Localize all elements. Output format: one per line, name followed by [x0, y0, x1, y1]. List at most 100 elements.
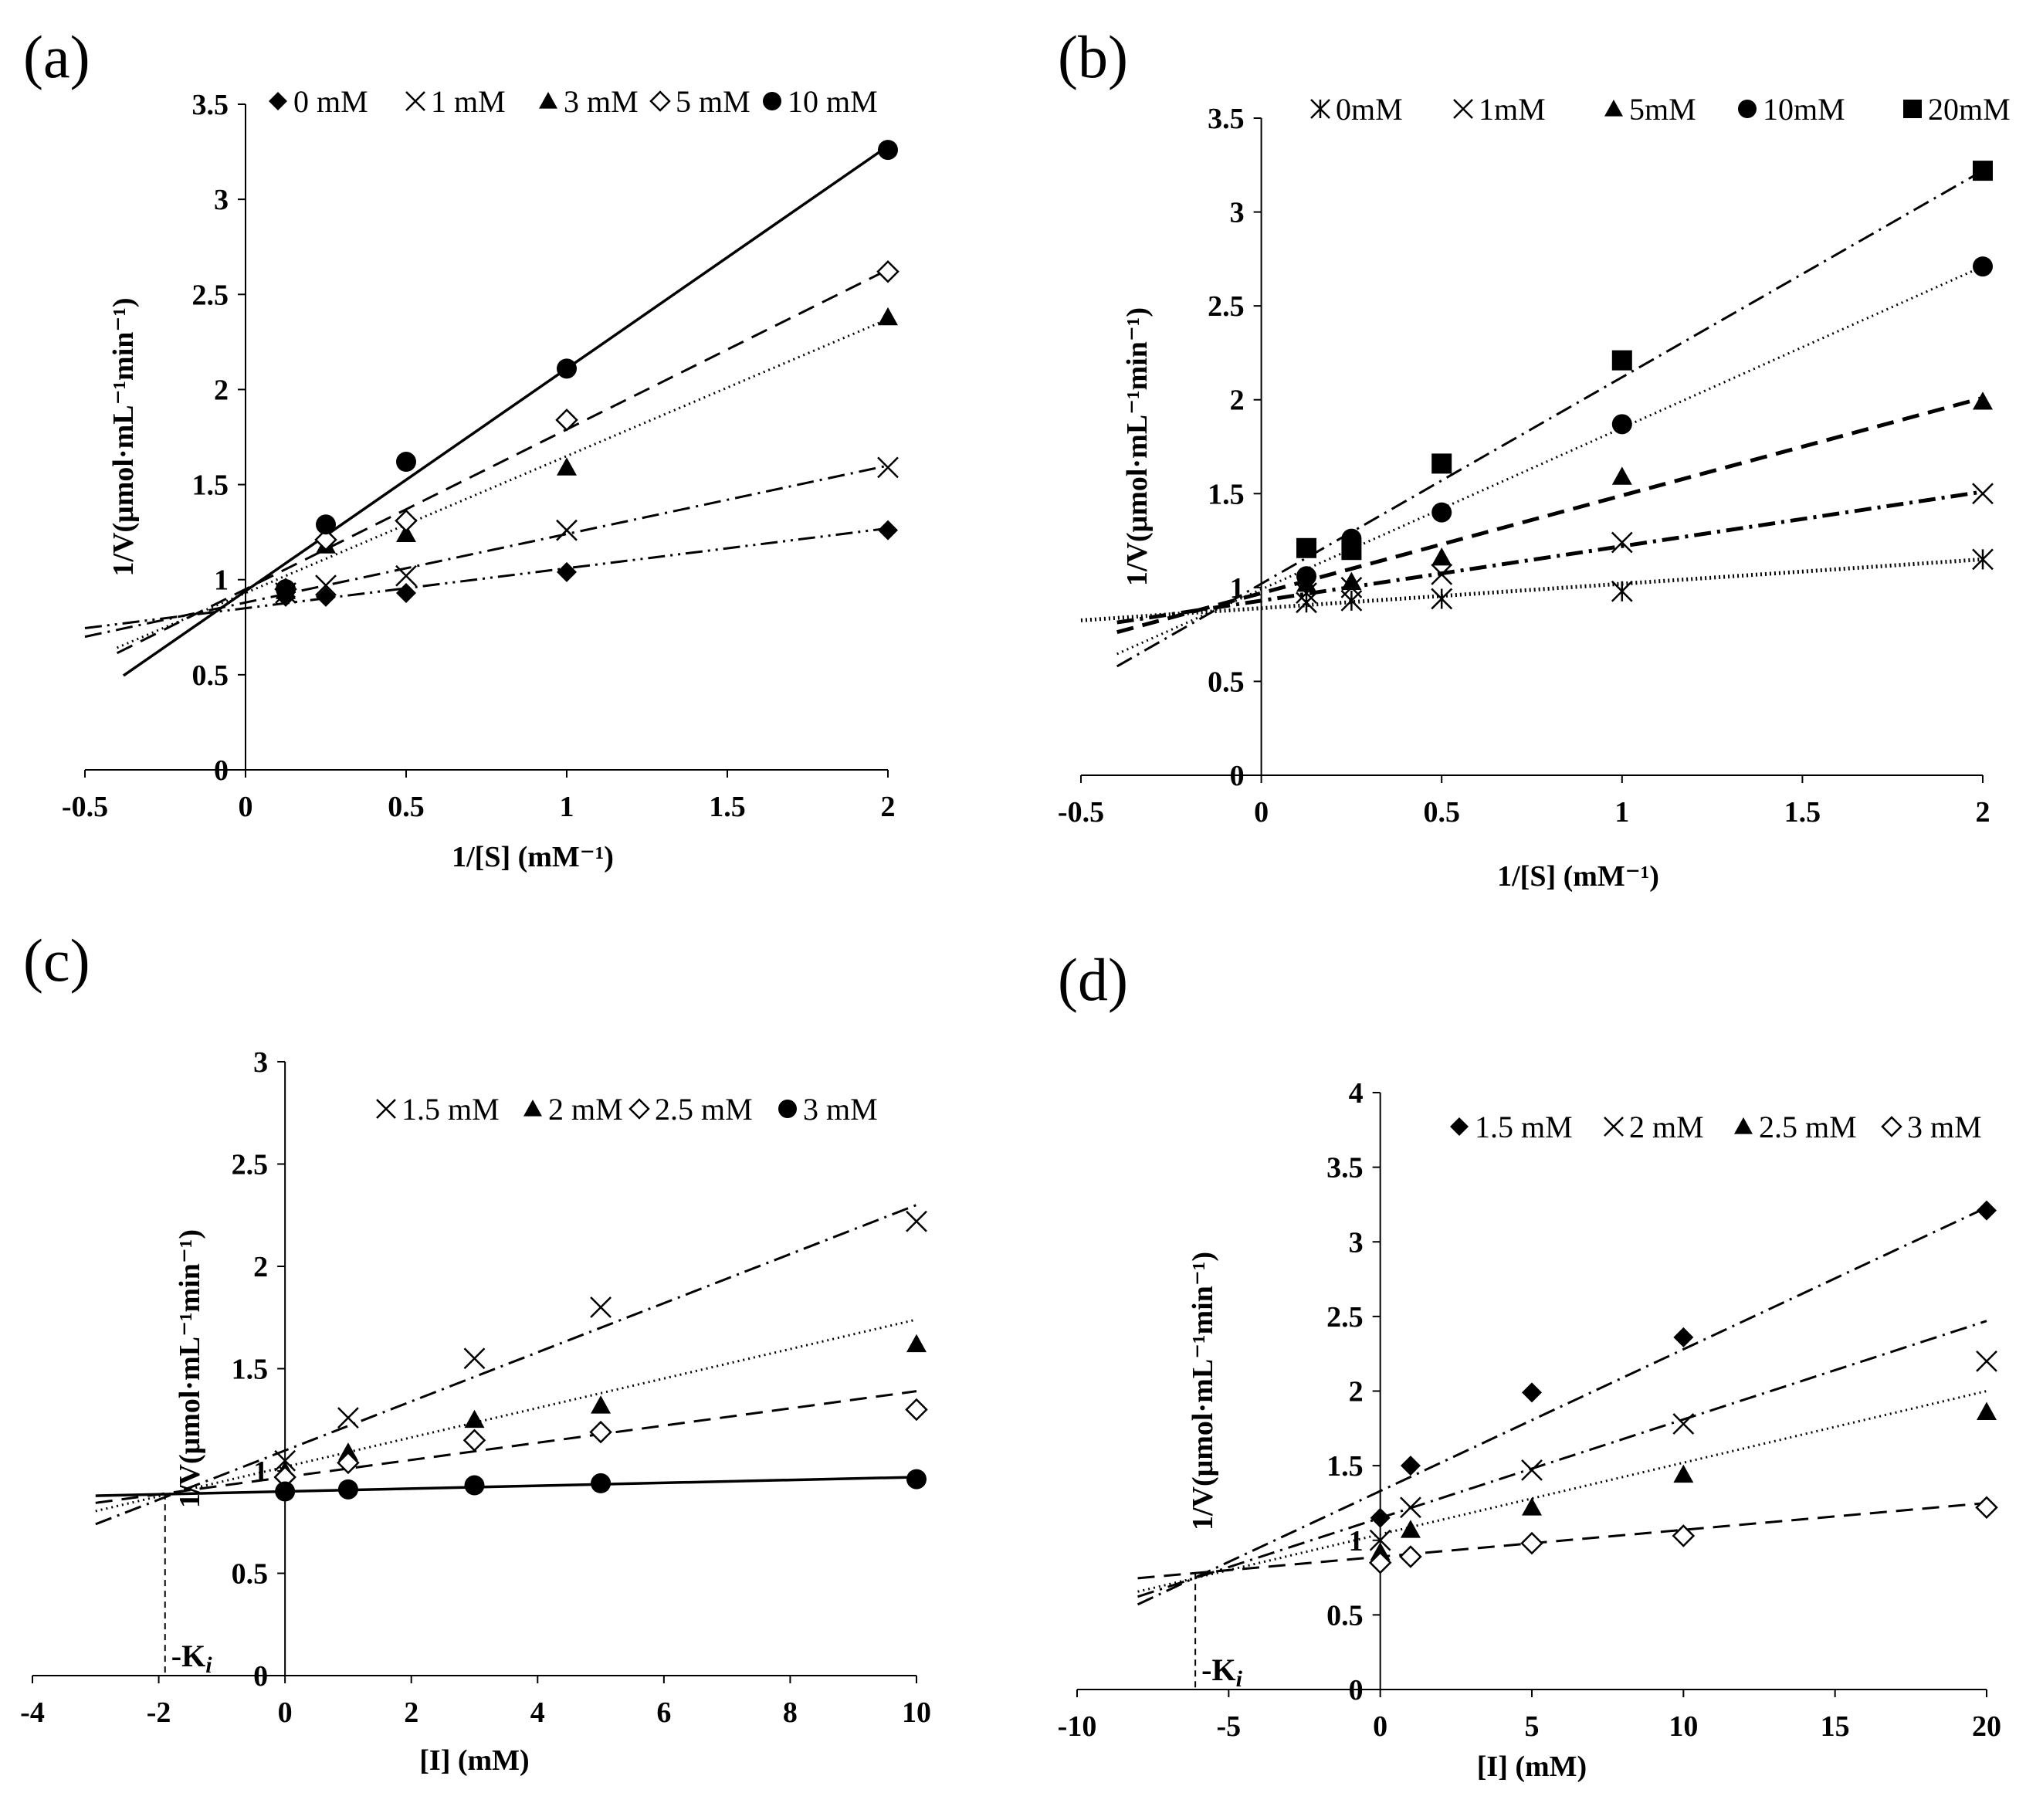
x-tick-label: 5	[1525, 1710, 1540, 1743]
data-point-s1-4	[1611, 580, 1633, 602]
data-point-s2-2	[1400, 1496, 1421, 1519]
ki-annotation-main: -K	[171, 1639, 205, 1673]
legend-marker-1	[1310, 99, 1330, 119]
x-tick-label: 6	[656, 1696, 671, 1729]
y-tick-label: 0	[1230, 760, 1245, 792]
legend-label-3: 3 mM	[564, 84, 639, 119]
data-point-s4-4	[555, 408, 578, 432]
x-tick-label: -0.5	[1058, 796, 1104, 829]
legend-label-2: 2 mM	[1629, 1110, 1704, 1144]
fit-line-1	[1080, 557, 1984, 622]
x-tick-label: 2	[881, 791, 896, 823]
data-point-s4-5	[906, 1469, 927, 1490]
x-tick-label: 2	[1976, 796, 1990, 829]
legend-marker-1	[269, 92, 287, 110]
data-point-s1-2	[1400, 1456, 1421, 1476]
y-tick-label: 0	[1349, 1674, 1364, 1706]
data-point-s5-1	[276, 579, 296, 600]
legend-label-5: 10 mM	[788, 84, 878, 119]
data-point-s2-5	[1976, 1350, 1997, 1372]
data-point-s2-3	[1521, 1459, 1543, 1481]
panel-label: (a)	[23, 23, 90, 90]
legend-marker-2	[523, 1100, 542, 1117]
data-point-s1-4	[590, 1296, 612, 1318]
legend-label-4: 3 mM	[803, 1092, 878, 1127]
y-tick-label: 2.5	[1326, 1301, 1364, 1334]
x-tick-label: 0.5	[1423, 796, 1460, 829]
data-point-s1-3	[396, 582, 416, 603]
x-tick-label: 0	[239, 791, 253, 823]
x-tick-label: 10	[902, 1696, 931, 1729]
legend-marker-4	[1738, 100, 1757, 118]
fit-line-3	[95, 1390, 917, 1504]
data-point-s1-5	[878, 520, 898, 541]
y-axis-title: 1/V(μmol·mL⁻¹min⁻¹)	[107, 298, 140, 577]
legend-label-4: 10mM	[1763, 92, 1845, 127]
y-tick-label: 2	[253, 1251, 268, 1283]
data-point-s1-5	[1977, 1200, 1997, 1221]
data-point-s5-1	[1296, 537, 1316, 558]
data-point-s2-1	[1369, 1529, 1391, 1551]
data-point-s2-5	[877, 456, 899, 479]
data-point-s4-2	[337, 1479, 358, 1500]
fit-line-4	[1116, 265, 1984, 656]
x-tick-label: 1	[560, 791, 574, 823]
data-point-s5-4	[1611, 350, 1632, 371]
x-tick-label: 10	[1669, 1710, 1698, 1743]
y-tick-label: 2.5	[1208, 290, 1245, 323]
data-point-s1-1	[1370, 1507, 1391, 1528]
data-point-s1-2	[316, 586, 336, 607]
x-tick-label: 20	[1972, 1710, 2001, 1743]
legend-marker-3	[1604, 100, 1623, 117]
legend-marker-3	[1734, 1117, 1753, 1134]
y-tick-label: 3	[1349, 1226, 1364, 1259]
data-point-s1-4	[1673, 1327, 1694, 1347]
ki-annotation-sub: i	[205, 1652, 212, 1678]
legend-label-5: 20mM	[1928, 92, 2011, 127]
y-tick-label: 1	[1349, 1525, 1364, 1557]
fit-line-2	[95, 1318, 917, 1513]
legend-marker-2	[1453, 99, 1473, 119]
y-tick-label: 0.5	[232, 1558, 269, 1591]
y-tick-label: 0	[253, 1660, 268, 1693]
legend-marker-1	[376, 1099, 396, 1119]
y-tick-label: 0.5	[1208, 666, 1245, 698]
data-point-s2-4	[1672, 1413, 1695, 1435]
data-point-s3-2	[1400, 1520, 1421, 1538]
data-point-s5-2	[316, 514, 336, 535]
x-tick-label: -5	[1217, 1710, 1242, 1743]
legend-marker-5	[763, 92, 781, 110]
y-tick-label: 3.5	[1326, 1152, 1364, 1185]
x-tick-label: -4	[20, 1696, 45, 1729]
data-point-s4-3	[1520, 1531, 1543, 1555]
legend-marker-5	[1903, 100, 1922, 118]
y-tick-label: 3	[1230, 197, 1245, 229]
x-tick-label: 1.5	[1784, 796, 1821, 829]
data-point-s4-5	[1973, 256, 1993, 277]
y-tick-label: 3.5	[1208, 103, 1245, 135]
y-tick-label: 4	[1349, 1077, 1364, 1110]
data-point-s3-2	[337, 1451, 360, 1475]
legend-marker-4	[649, 90, 671, 112]
x-tick-label: 1	[1614, 796, 1629, 829]
legend-label-4: 3 mM	[1907, 1110, 1982, 1144]
data-point-s4-1	[1368, 1551, 1392, 1574]
x-tick-label: 0.5	[388, 791, 425, 823]
panel-label: (b)	[1058, 23, 1128, 90]
data-point-s4-4	[1672, 1524, 1696, 1547]
data-point-s1-1	[274, 1449, 296, 1472]
legend-marker-3	[628, 1098, 650, 1120]
legend-marker-4	[1881, 1116, 1902, 1137]
y-tick-label: 3	[253, 1046, 268, 1079]
y-axis-title: 1/V(μmol·mL⁻¹min⁻¹)	[1187, 1252, 1219, 1530]
y-tick-label: 0.5	[1326, 1599, 1364, 1632]
data-point-s3-3	[462, 1429, 486, 1452]
data-point-s4-5	[1975, 1496, 1998, 1520]
data-point-s3-5	[878, 307, 898, 326]
fit-line-2	[1116, 490, 1984, 625]
y-tick-label: 2	[1230, 385, 1245, 417]
y-tick-label: 2.5	[232, 1149, 269, 1181]
data-point-s3-2	[1341, 571, 1362, 590]
chart-panel-4: (d) -10 -5 0 5 10 15 20 0 0.5 1 1.5 2 2.5 3 3.5 4 [I] (mM…	[1058, 946, 2001, 1783]
x-axis-title: 1/[S] (mM⁻¹)	[452, 841, 614, 873]
